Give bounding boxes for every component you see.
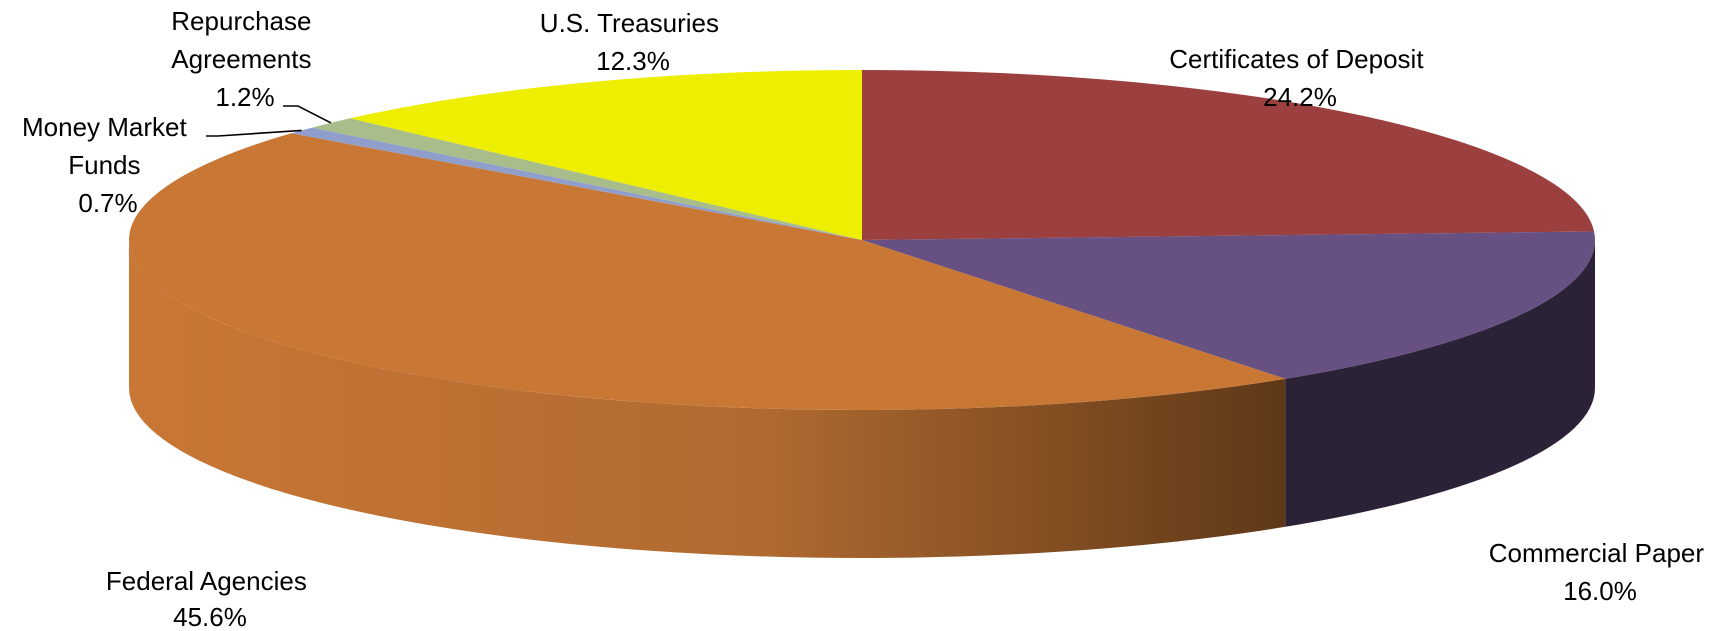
label-certificates-of-deposit-value: 24.2% (1263, 82, 1337, 112)
pie-slice-certificates-of-deposit (862, 70, 1595, 240)
label-money-market-funds-name-line2: Funds (68, 150, 140, 180)
pie-sides (129, 240, 1595, 559)
label-money-market-funds-name-line1: Money Market (22, 112, 187, 142)
pie-slice-money-market-funds (291, 127, 862, 240)
pie-slices (128, 70, 1596, 411)
label-repurchase-agreements-name-line2: Agreements (171, 44, 311, 74)
pie-slice-commercial-paper (862, 231, 1596, 379)
label-us-treasuries: U.S. Treasuries 12.3% (540, 8, 726, 76)
label-commercial-paper: Commercial Paper 16.0% (1489, 538, 1712, 606)
label-repurchase-agreements-name-line1: Repurchase (171, 6, 311, 36)
pie-slice-repurchase-agreements (312, 118, 862, 240)
label-us-treasuries-value: 12.3% (596, 46, 670, 76)
label-repurchase-agreements: Repurchase Agreements 1.2% (171, 6, 318, 112)
label-certificates-of-deposit: Certificates of Deposit 24.2% (1169, 44, 1431, 112)
label-certificates-of-deposit-name: Certificates of Deposit (1169, 44, 1424, 74)
label-repurchase-agreements-value: 1.2% (215, 82, 274, 112)
pie-side-federal-agencies (129, 240, 1286, 559)
leader-lines (206, 105, 332, 137)
label-federal-agencies-name: Federal Agencies (106, 566, 307, 596)
label-federal-agencies-value: 45.6% (173, 602, 247, 631)
leader-line-money-market-funds (206, 129, 302, 137)
label-commercial-paper-value: 16.0% (1563, 576, 1637, 606)
label-commercial-paper-name: Commercial Paper (1489, 538, 1705, 568)
leader-line-repurchase-agreements (283, 105, 332, 124)
label-money-market-funds-value: 0.7% (78, 188, 137, 218)
pie-slice-federal-agencies (128, 133, 1286, 411)
label-federal-agencies: Federal Agencies 45.6% (106, 566, 314, 631)
label-us-treasuries-name: U.S. Treasuries (540, 8, 719, 38)
pie-slice-u-s-treasuries (350, 70, 862, 240)
label-money-market-funds: Money Market Funds 0.7% (22, 112, 194, 218)
pie-side-commercial-paper (1285, 240, 1595, 527)
